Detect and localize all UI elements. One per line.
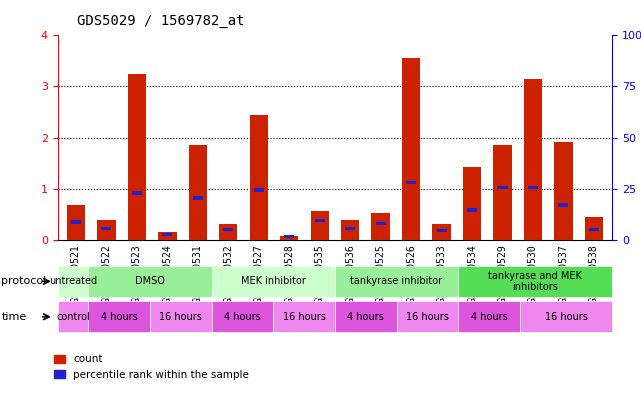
Bar	[463, 167, 481, 240]
Bar	[372, 213, 390, 240]
Bar	[71, 220, 81, 224]
Bar	[193, 196, 203, 200]
Text: protocol: protocol	[1, 276, 47, 286]
Text: tankyrase and MEK
inhibitors: tankyrase and MEK inhibitors	[488, 271, 582, 292]
Bar	[376, 222, 386, 225]
Bar	[341, 220, 360, 240]
Text: 4 hours: 4 hours	[347, 312, 384, 322]
Text: control: control	[56, 312, 90, 322]
Bar	[188, 145, 207, 240]
Bar	[158, 232, 176, 240]
Text: 16 hours: 16 hours	[160, 312, 203, 322]
Text: untreated: untreated	[49, 276, 97, 286]
Bar	[67, 205, 85, 240]
Text: GDS5029 / 1569782_at: GDS5029 / 1569782_at	[77, 14, 244, 28]
Bar	[128, 73, 146, 240]
Bar	[315, 219, 325, 222]
Bar	[589, 228, 599, 231]
Text: tankyrase inhibitor: tankyrase inhibitor	[351, 276, 442, 286]
Text: 4 hours: 4 hours	[224, 312, 261, 322]
Text: 4 hours: 4 hours	[470, 312, 507, 322]
Text: MEK inhibitor: MEK inhibitor	[241, 276, 306, 286]
Text: DMSO: DMSO	[135, 276, 165, 286]
Bar	[524, 79, 542, 240]
Bar	[310, 211, 329, 240]
Legend: count, percentile rank within the sample: count, percentile rank within the sample	[50, 350, 253, 384]
Bar	[528, 186, 538, 189]
Bar	[494, 145, 512, 240]
Bar	[345, 227, 355, 230]
Bar	[433, 224, 451, 240]
Bar	[467, 208, 477, 212]
Bar	[97, 220, 115, 240]
Bar	[219, 224, 237, 240]
Bar	[254, 188, 264, 192]
Text: 16 hours: 16 hours	[544, 312, 587, 322]
Bar	[101, 227, 112, 230]
Bar	[558, 203, 569, 207]
Bar	[554, 141, 572, 240]
Bar	[162, 233, 172, 237]
Text: time: time	[1, 312, 26, 322]
Bar	[249, 114, 268, 240]
Bar	[280, 236, 298, 240]
Bar	[406, 181, 416, 184]
Bar	[132, 191, 142, 195]
Bar	[497, 186, 508, 189]
Bar	[223, 228, 233, 231]
Bar	[284, 235, 294, 239]
Text: 16 hours: 16 hours	[406, 312, 449, 322]
Text: 16 hours: 16 hours	[283, 312, 326, 322]
Text: 4 hours: 4 hours	[101, 312, 138, 322]
Bar	[585, 217, 603, 240]
Bar	[437, 229, 447, 232]
Bar	[402, 58, 420, 240]
